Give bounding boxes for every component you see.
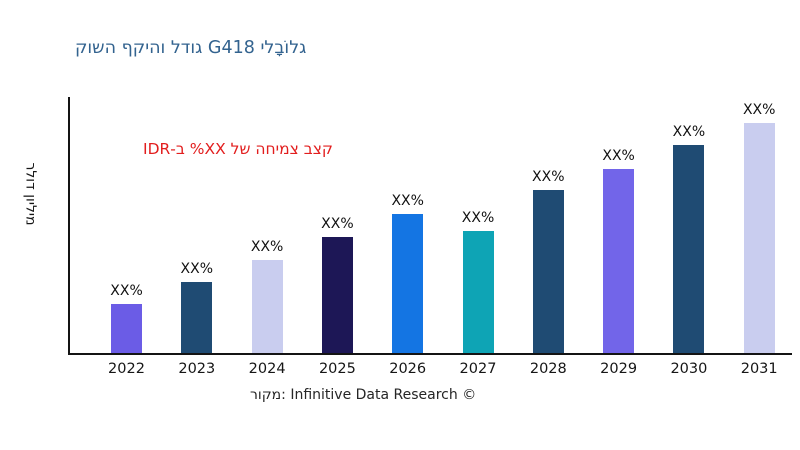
x-tick-2027: 2027: [459, 361, 497, 377]
bar-value-label-2025: XX%: [321, 216, 354, 233]
bar-value-label-2022: XX%: [110, 283, 143, 300]
x-tick-2022: 2022: [108, 361, 145, 377]
bar-value-label-2026: XX%: [391, 193, 424, 210]
x-tick-2026: 2026: [389, 361, 427, 377]
y-axis-label: מיליון דולר: [23, 162, 39, 226]
bar-2030: [673, 145, 705, 353]
bar-2031: [743, 123, 775, 353]
bar-value-label-2023: XX%: [180, 260, 214, 277]
bar-value-label-2027: XX%: [461, 210, 495, 227]
bar-2027: [462, 231, 494, 353]
x-tick-2024: 2024: [248, 361, 286, 377]
bar-2029: [603, 169, 635, 353]
bar-2026: [392, 214, 424, 353]
bar-2025: [321, 237, 353, 353]
x-tick-2030: 2030: [670, 361, 708, 377]
bar-value-label-2031: XX%: [742, 102, 776, 118]
bar-value-label-2024: XX%: [250, 239, 284, 256]
x-tick-2023: 2023: [178, 361, 216, 377]
x-tick-2029: 2029: [600, 361, 638, 377]
y-axis-label-wrap: מיליון דולר: [0, 104, 62, 284]
growth-rate-annotation: קצב צמיחה של XX% ב-IDR: [143, 140, 333, 158]
x-tick-2028: 2028: [529, 361, 567, 377]
source-credit: מקור: Infinitive Data Research ©: [250, 387, 477, 403]
bar-value-label-2028: XX%: [532, 168, 565, 185]
plot-area: XX% 2022 XX% 2023 XX% 2024 XX% 2025 XX% 2026 XX% 20…: [68, 97, 792, 377]
x-tick-2025: 2025: [318, 361, 356, 377]
bar-2023: [181, 281, 213, 353]
bar-value-label-2029: XX%: [602, 148, 635, 164]
bar-value-label-2030: XX%: [672, 124, 706, 141]
x-tick-2031: 2031: [740, 361, 778, 377]
bar-2022: [111, 304, 142, 353]
bar-2028: [532, 189, 564, 353]
bar-2024: [251, 260, 283, 353]
chart-title: גלוֹבָלי G418 גודל והיקף השוק: [75, 38, 307, 58]
